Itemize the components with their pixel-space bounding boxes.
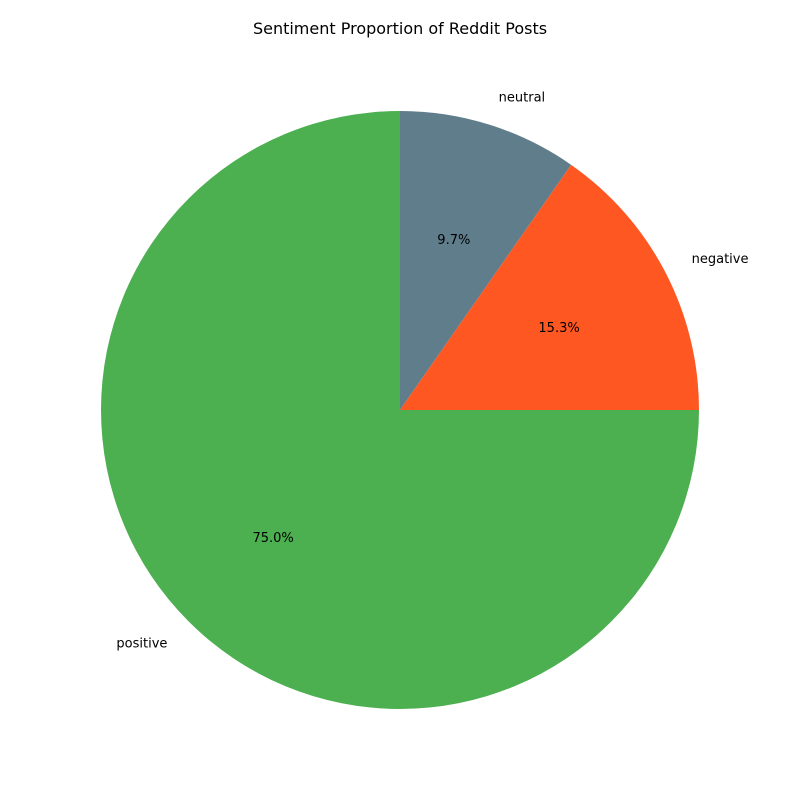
pie-slices [101, 111, 699, 709]
pie-slice-neutral [400, 111, 572, 410]
pie-labels: neutral 9.7% negative 15.3% positive 75.0% [116, 90, 748, 651]
slice-label-neutral: neutral [499, 90, 545, 105]
slice-pct-positive: 75.0% [252, 531, 293, 546]
slice-pct-negative: 15.3% [538, 321, 579, 336]
pie-slice-positive [101, 111, 699, 709]
slice-label-negative: negative [692, 252, 749, 267]
slice-pct-neutral: 9.7% [437, 233, 470, 248]
pie-slice-negative [400, 164, 699, 410]
chart-title: Sentiment Proportion of Reddit Posts [253, 19, 547, 38]
slice-label-positive: positive [116, 637, 167, 652]
